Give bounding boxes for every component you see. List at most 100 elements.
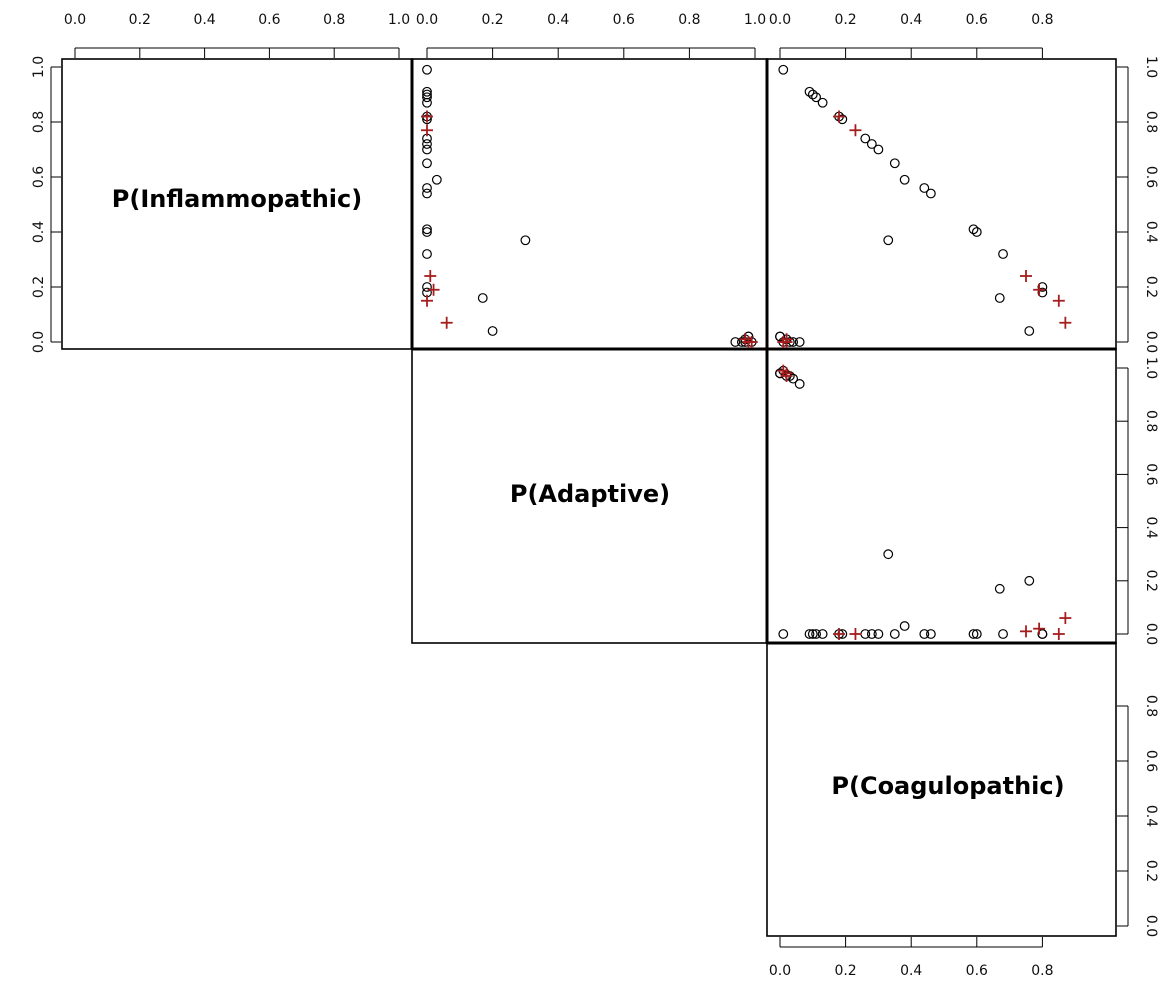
point-circle bbox=[1037, 629, 1048, 639]
right-tick-label: 0.0 bbox=[1143, 623, 1159, 645]
point-circle bbox=[1037, 287, 1048, 298]
point-plus bbox=[1020, 625, 1032, 638]
point-plus bbox=[777, 364, 790, 377]
point-circle bbox=[817, 629, 828, 639]
point-plus bbox=[780, 369, 793, 382]
left-tick-label: 0.4 bbox=[31, 221, 47, 243]
point-circle bbox=[422, 249, 432, 259]
bottom-tick-label: 0.0 bbox=[769, 963, 791, 979]
point-plus bbox=[833, 628, 846, 640]
left-tick-label: 0.8 bbox=[31, 111, 47, 133]
point-plus bbox=[1059, 316, 1072, 329]
point-circle bbox=[794, 337, 805, 347]
right-tick-label: 0.6 bbox=[1143, 750, 1159, 772]
point-plus bbox=[780, 333, 793, 346]
left-tick-label: 0.6 bbox=[31, 166, 47, 188]
top-tick-label: 0.6 bbox=[966, 12, 988, 28]
point-circle bbox=[866, 629, 877, 639]
panel-frame-0-1 bbox=[411, 58, 768, 350]
panel-frame-1-2 bbox=[766, 348, 1117, 644]
point-circle bbox=[889, 629, 900, 639]
right-tick-label: 0.2 bbox=[1143, 570, 1159, 592]
right-tick-label: 0.2 bbox=[1143, 276, 1159, 298]
right-tick-label: 0.6 bbox=[1143, 463, 1159, 485]
point-plus bbox=[440, 316, 453, 329]
left-tick-label: 1.0 bbox=[31, 56, 47, 78]
point-plus bbox=[1033, 622, 1046, 635]
right-tick-label: 0.4 bbox=[1143, 805, 1159, 827]
top-tick-label: 1.0 bbox=[388, 12, 410, 28]
point-circle bbox=[994, 293, 1005, 303]
point-circle bbox=[883, 235, 894, 246]
bottom-tick-label: 0.8 bbox=[1031, 963, 1053, 979]
point-circle bbox=[422, 86, 432, 97]
point-circle bbox=[998, 629, 1008, 639]
bottom-tick-label: 0.6 bbox=[966, 963, 988, 979]
point-circle bbox=[487, 326, 498, 336]
point-circle bbox=[860, 133, 871, 144]
point-circle bbox=[1024, 575, 1035, 586]
point-plus bbox=[421, 124, 433, 137]
point-circle bbox=[778, 629, 789, 639]
point-plus bbox=[1059, 612, 1072, 625]
point-circle bbox=[971, 629, 982, 639]
point-circle bbox=[422, 92, 432, 103]
point-circle bbox=[837, 114, 848, 125]
point-circle bbox=[730, 337, 741, 347]
top-tick-label: 0.8 bbox=[678, 12, 700, 28]
point-circle bbox=[883, 549, 894, 560]
point-circle bbox=[788, 373, 799, 384]
point-circle bbox=[899, 174, 910, 185]
point-circle bbox=[971, 227, 982, 237]
right-tick-label: 0.2 bbox=[1143, 860, 1159, 882]
point-circle bbox=[775, 331, 785, 342]
point-circle bbox=[804, 86, 815, 97]
left-tick-label: 0.0 bbox=[31, 331, 47, 353]
point-circle bbox=[422, 183, 432, 193]
diag-label-inflammopathic: P(Inflammopathic) bbox=[112, 185, 362, 213]
point-circle bbox=[919, 629, 930, 639]
point-plus bbox=[849, 628, 862, 640]
point-plus bbox=[1052, 294, 1065, 307]
top-tick-label: 1.0 bbox=[744, 12, 766, 28]
point-circle bbox=[817, 97, 828, 108]
point-circle bbox=[422, 97, 432, 108]
point-plus bbox=[424, 270, 437, 282]
point-circle bbox=[919, 183, 930, 193]
top-tick-label: 0.4 bbox=[547, 12, 569, 28]
top-tick-label: 0.0 bbox=[416, 12, 438, 28]
top-tick-label: 0.6 bbox=[613, 12, 635, 28]
point-circle bbox=[968, 224, 979, 235]
bottom-tick-label: 0.2 bbox=[834, 963, 856, 979]
point-circle bbox=[866, 139, 877, 149]
point-circle bbox=[925, 188, 936, 199]
point-plus bbox=[739, 333, 752, 346]
point-plus bbox=[427, 283, 440, 296]
point-plus bbox=[1052, 628, 1065, 640]
point-circle bbox=[807, 89, 818, 100]
data-points bbox=[421, 64, 1072, 640]
right-tick-label: 0.4 bbox=[1143, 221, 1159, 243]
point-circle bbox=[873, 629, 884, 639]
point-circle bbox=[422, 227, 432, 237]
point-circle bbox=[422, 139, 432, 149]
top-tick-label: 0.2 bbox=[129, 12, 151, 28]
panel-frame-0-2 bbox=[766, 58, 1117, 350]
right-tick-label: 0.8 bbox=[1143, 695, 1159, 717]
point-circle bbox=[422, 64, 432, 75]
right-tick-label: 0.8 bbox=[1143, 111, 1159, 133]
point-circle bbox=[431, 174, 442, 185]
top-tick-label: 0.4 bbox=[900, 12, 922, 28]
top-tick-label: 0.8 bbox=[1031, 12, 1053, 28]
point-plus bbox=[849, 124, 862, 137]
point-circle bbox=[811, 92, 821, 103]
point-circle bbox=[925, 629, 936, 639]
point-circle bbox=[873, 144, 884, 155]
point-circle bbox=[1024, 326, 1035, 336]
right-tick-label: 0.0 bbox=[1143, 915, 1159, 937]
bottom-tick-label: 0.4 bbox=[900, 963, 922, 979]
point-circle bbox=[899, 621, 910, 631]
point-circle bbox=[422, 188, 432, 199]
top-tick-label: 0.2 bbox=[834, 12, 856, 28]
point-circle bbox=[998, 249, 1008, 259]
